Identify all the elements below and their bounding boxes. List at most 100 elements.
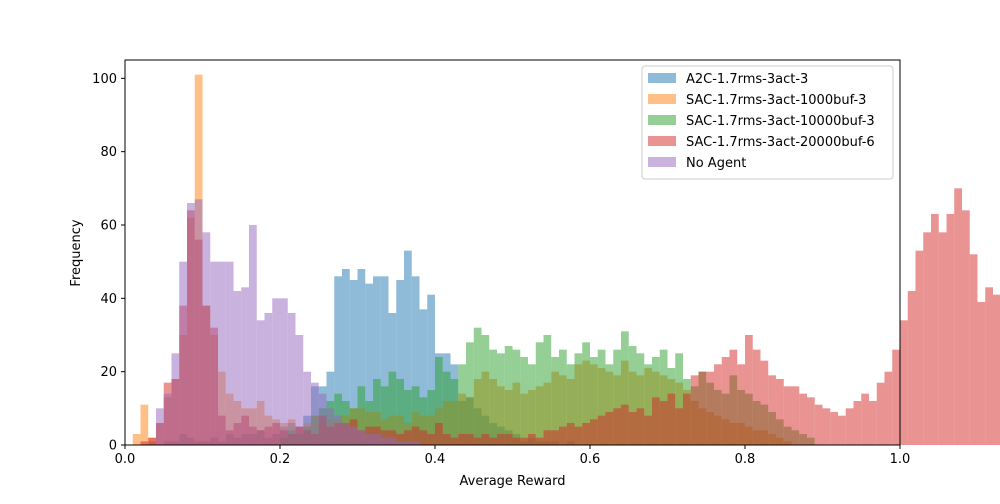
histogram-bar — [513, 350, 521, 445]
histogram-bar — [970, 254, 978, 445]
legend-label: SAC-1.7rms-3act-1000buf-3 — [686, 93, 866, 108]
histogram-bar — [869, 401, 877, 445]
histogram-bar — [303, 372, 311, 445]
histogram-bar — [404, 441, 412, 445]
legend-label: SAC-1.7rms-3act-20000buf-6 — [686, 135, 875, 150]
histogram-bar — [621, 405, 629, 445]
x-tick-label: 0.8 — [735, 452, 756, 467]
histogram-bar — [280, 298, 288, 445]
histogram-bar — [296, 335, 304, 445]
histogram-bar — [947, 214, 955, 445]
histogram-bar — [885, 372, 893, 445]
histogram-bar — [559, 427, 567, 445]
x-axis-label: Average Reward — [460, 474, 566, 489]
histogram-bar — [993, 295, 1000, 445]
histogram-bar — [714, 364, 722, 445]
histogram-bar — [838, 416, 846, 445]
histogram-bar — [319, 394, 327, 445]
histogram-bar — [187, 203, 195, 445]
legend-label: SAC-1.7rms-3act-10000buf-3 — [686, 114, 875, 129]
histogram-bar — [458, 364, 466, 445]
y-tick-label: 20 — [100, 365, 117, 380]
histogram-bar — [365, 434, 373, 445]
histogram-bar — [234, 291, 242, 445]
histogram-bar — [900, 320, 908, 445]
histogram-bar — [210, 262, 218, 445]
histogram-bar — [954, 188, 962, 445]
histogram-bar — [288, 313, 296, 445]
histogram-bar — [745, 335, 753, 445]
legend-swatch — [648, 94, 676, 104]
histogram-bar — [799, 394, 807, 445]
histogram-bar — [637, 408, 645, 445]
histogram-bar — [544, 430, 552, 445]
legend: A2C-1.7rms-3act-3 SAC-1.7rms-3act-1000buf… — [642, 66, 893, 179]
histogram-bar — [916, 251, 924, 445]
histogram-bar — [482, 434, 490, 445]
histogram-bar — [358, 430, 366, 445]
histogram-bar — [582, 423, 590, 445]
histogram-bar — [327, 408, 335, 445]
histogram-bar — [497, 353, 505, 445]
histogram-bar — [257, 320, 265, 445]
histogram-bar — [931, 214, 939, 445]
histogram-bar — [854, 401, 862, 445]
histogram-bar — [195, 199, 203, 445]
histogram-bar — [722, 357, 730, 445]
legend-swatch — [648, 115, 676, 125]
legend-label: No Agent — [686, 156, 746, 171]
x-tick-label: 0.2 — [270, 452, 291, 467]
histogram-bar — [373, 434, 381, 445]
histogram-bar — [148, 438, 156, 445]
histogram-bar — [513, 438, 521, 445]
histogram-bar — [389, 438, 397, 445]
histogram-bar — [551, 430, 559, 445]
histogram-bar — [877, 383, 885, 445]
histogram-bar — [164, 394, 172, 445]
histogram-bar — [908, 291, 916, 445]
histogram-bar — [505, 346, 513, 445]
histogram-bar — [381, 438, 389, 445]
histogram-bar — [784, 386, 792, 445]
x-tick-label: 0.6 — [580, 452, 601, 467]
histogram-bar — [396, 441, 404, 445]
histogram-bar — [458, 434, 466, 445]
histogram-bar — [939, 232, 947, 445]
histogram-bar — [706, 372, 714, 445]
histogram-bar — [172, 353, 180, 445]
histogram-bar — [218, 262, 226, 445]
legend-swatch — [648, 73, 676, 83]
histogram-bar — [427, 434, 435, 445]
histogram-bar — [892, 350, 900, 445]
histogram-bar — [420, 430, 428, 445]
histogram-bar — [675, 408, 683, 445]
histogram-bar — [520, 438, 528, 445]
y-tick-label: 60 — [100, 219, 117, 234]
histogram-bar — [528, 364, 536, 445]
histogram-bar — [489, 438, 497, 445]
histogram-bar — [668, 394, 676, 445]
histogram-bar — [652, 397, 660, 445]
histogram-bar — [536, 342, 544, 445]
y-axis-label: Frequency — [69, 219, 84, 286]
histogram-bar — [311, 383, 319, 445]
histogram-bar — [567, 423, 575, 445]
legend-label: A2C-1.7rms-3act-3 — [686, 72, 808, 87]
histogram-bar — [443, 434, 451, 445]
histogram-bar — [823, 408, 831, 445]
histogram-bar — [815, 405, 823, 445]
histogram-bar — [435, 423, 443, 445]
x-tick-label: 1.0 — [890, 452, 911, 467]
histogram-bar — [272, 298, 280, 445]
histogram-bar — [613, 408, 621, 445]
histogram-bar — [466, 434, 474, 445]
histogram-bar — [691, 375, 699, 445]
histogram-bar — [505, 434, 513, 445]
histogram-bar — [590, 419, 598, 445]
histogram-bar — [807, 397, 815, 445]
y-tick-label: 40 — [100, 292, 117, 307]
histogram-bar — [536, 438, 544, 445]
histogram-bar — [141, 441, 149, 445]
y-tick-label: 80 — [100, 145, 117, 160]
histogram-bar — [792, 386, 800, 445]
